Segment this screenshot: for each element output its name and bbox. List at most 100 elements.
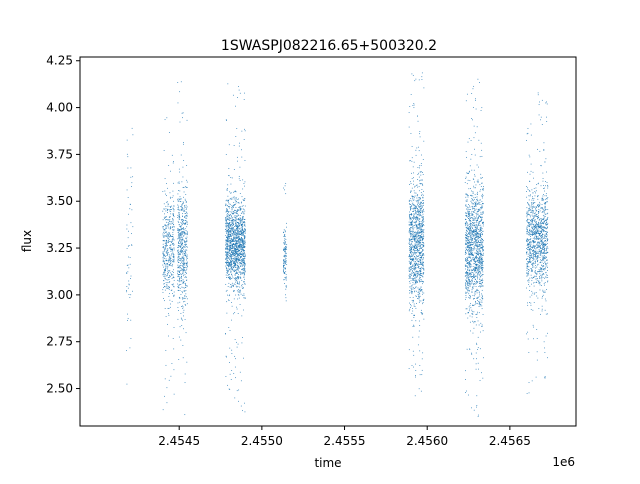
data-point <box>241 232 242 234</box>
data-point <box>480 264 482 265</box>
data-point <box>418 200 420 201</box>
data-point <box>181 240 183 242</box>
data-point <box>470 245 472 246</box>
data-point <box>473 125 475 127</box>
data-point <box>481 255 483 256</box>
data-point <box>419 171 421 173</box>
data-point <box>238 252 240 254</box>
data-point <box>180 229 182 230</box>
data-point <box>285 277 287 279</box>
data-point <box>230 263 232 265</box>
data-point <box>233 211 234 212</box>
data-point <box>236 264 238 266</box>
data-point <box>465 268 466 270</box>
data-point <box>238 245 240 247</box>
data-point <box>170 207 171 208</box>
data-point <box>409 160 411 162</box>
data-point <box>230 228 232 230</box>
data-point <box>177 270 179 272</box>
data-point <box>416 280 418 282</box>
data-point <box>473 327 475 329</box>
data-point <box>470 194 472 196</box>
data-point <box>417 208 418 209</box>
data-point <box>243 247 245 249</box>
data-point <box>183 290 185 292</box>
data-point <box>169 276 171 278</box>
data-point <box>229 250 231 252</box>
data-point <box>467 228 469 229</box>
data-point <box>234 226 235 227</box>
data-point <box>471 311 473 313</box>
data-point <box>242 287 244 289</box>
data-point <box>419 235 421 236</box>
data-point <box>165 278 166 280</box>
data-point <box>184 246 186 248</box>
data-point <box>468 306 470 308</box>
data-point <box>162 256 164 258</box>
data-point <box>410 236 412 238</box>
data-point <box>241 279 243 281</box>
data-point <box>413 196 415 198</box>
data-point <box>413 180 414 182</box>
data-point <box>179 258 181 259</box>
data-point <box>230 264 232 265</box>
data-point <box>240 266 242 267</box>
data-point <box>464 253 466 255</box>
data-point <box>471 290 473 292</box>
data-point <box>186 217 188 219</box>
data-point <box>478 166 479 168</box>
data-point <box>416 201 418 203</box>
data-point <box>237 202 239 204</box>
data-point <box>475 197 477 198</box>
data-point <box>166 275 168 277</box>
data-point <box>184 223 186 225</box>
data-point <box>235 263 237 265</box>
data-point <box>169 258 171 260</box>
data-point <box>167 287 168 289</box>
data-point <box>183 210 184 212</box>
data-point <box>172 232 174 234</box>
data-point <box>237 254 239 256</box>
data-point <box>416 233 418 235</box>
data-point <box>237 242 238 244</box>
data-point <box>165 235 167 237</box>
data-point <box>416 147 418 149</box>
data-point <box>237 266 239 268</box>
data-point <box>470 241 472 243</box>
data-point <box>234 248 236 250</box>
data-point <box>171 278 173 279</box>
data-point <box>240 233 242 235</box>
data-point <box>231 210 233 212</box>
data-point <box>240 230 242 232</box>
data-point <box>411 243 413 245</box>
data-point <box>473 269 475 271</box>
data-point <box>226 248 228 249</box>
data-point <box>226 208 228 209</box>
data-point <box>231 255 233 257</box>
data-point <box>243 253 245 254</box>
data-point <box>243 276 245 278</box>
data-point <box>420 204 422 206</box>
data-point <box>410 268 411 270</box>
data-point <box>472 276 474 277</box>
data-point <box>242 251 244 253</box>
data-point <box>126 248 128 249</box>
data-point <box>469 223 471 225</box>
data-point <box>421 275 423 276</box>
data-point <box>182 187 184 188</box>
data-point <box>466 308 468 310</box>
data-point <box>467 394 469 396</box>
data-point <box>418 146 420 148</box>
data-point <box>419 226 421 228</box>
data-point <box>418 165 420 167</box>
data-point <box>186 231 188 233</box>
data-point <box>239 243 241 245</box>
data-point <box>423 202 424 204</box>
data-point <box>408 275 410 277</box>
data-point <box>239 240 241 242</box>
data-point <box>228 247 230 249</box>
data-point <box>471 253 473 255</box>
data-point <box>244 298 246 299</box>
data-point <box>178 285 180 286</box>
data-point <box>242 205 244 207</box>
